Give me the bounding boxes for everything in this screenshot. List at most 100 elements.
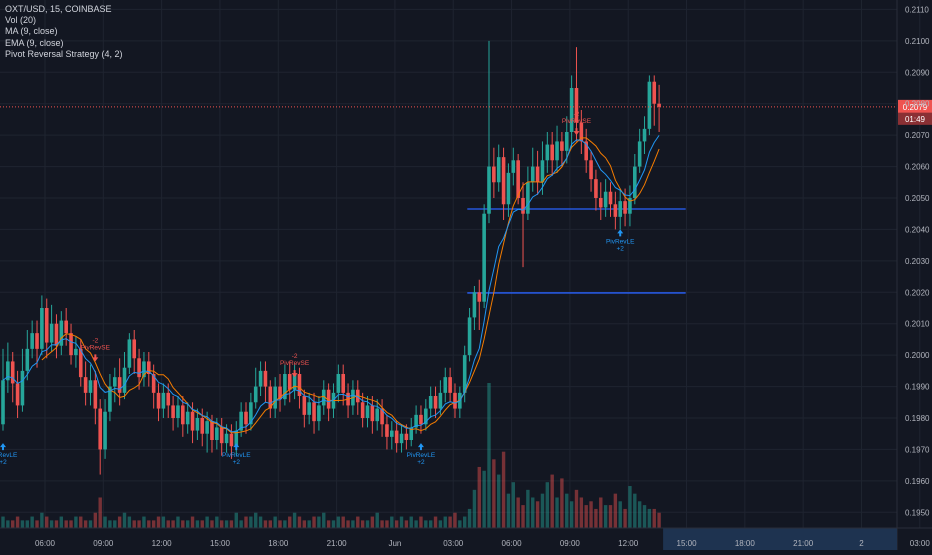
candle-body [215,427,219,440]
volume-bar [633,493,637,528]
time-tick-label: 09:00 [560,539,581,548]
candle-body [15,383,20,406]
signal-qty: -2 [574,111,580,118]
time-tick-label: Jun [388,539,401,548]
price-tick-label: 0.2080 [905,100,930,109]
volume-bar [463,516,467,528]
candle-body [249,402,253,425]
volume-bar [64,520,68,528]
volume-bar [283,520,287,528]
candle-body [108,386,112,412]
price-tick-label: 0.2070 [905,131,930,140]
volume-bar [365,520,370,528]
candle-body [380,408,384,425]
grid-lines [0,0,921,528]
signal-arrow-down [291,370,298,378]
volume-bar [341,516,345,528]
price-axis[interactable]: 0.2110 0.2100 0.2090 0.2080 0.2070 0.2060 0.20… [896,0,930,550]
time-tick-label: 06:00 [35,539,56,548]
signal-qty: -2 [292,353,298,360]
candle-body [428,396,433,409]
candle-body [482,213,486,302]
candle-body [579,122,584,142]
volume-bar [137,520,141,528]
candle-body [633,166,637,198]
signal-label: PivRevSE [81,344,111,351]
volume-bar [142,516,146,528]
volume-bar [458,520,462,528]
candle-body [462,355,467,393]
volume-bar [414,520,418,528]
candle-body [433,396,438,409]
volume-bar [579,497,584,528]
candle-body [540,160,545,183]
legend-ema[interactable]: EMA (9, close) [5,37,64,48]
candle-body [472,292,477,318]
candle-body [258,370,263,387]
candle-body [142,361,146,378]
volume-bar [234,512,238,528]
candle-body [151,374,156,393]
candle-body [205,421,209,434]
legend-symbol[interactable]: OXT/USD, 15, COINBASE [5,4,112,14]
candle-body [35,333,39,349]
volume-bar [574,489,579,528]
candle-body [224,433,229,444]
volume-bar [307,520,311,528]
candle-body [20,370,25,406]
legend-strategy[interactable]: Pivot Reversal Strategy (4, 2) [5,48,123,59]
volume-bar [254,512,258,528]
volume-bar [380,520,384,528]
volume-bar [424,520,428,528]
candle-body [404,433,409,440]
candle-body [419,414,423,425]
volume-bar [521,505,525,528]
candle-body [190,411,195,431]
candle-body [613,204,618,217]
candle-body [564,132,569,151]
candle-body [652,81,657,104]
volume-bar [30,516,34,528]
legend-ma[interactable]: MA (9, close) [5,26,58,37]
volume-bar [555,497,559,528]
time-tick-label: 18:00 [268,539,289,548]
volume-bar [263,520,268,528]
volume-bar [185,520,190,528]
candle-body [44,308,49,343]
candle-body [530,166,535,183]
volume-bar [467,508,472,528]
volume-bar [628,486,632,528]
candle-body [103,411,107,450]
time-tick-label: 03:00 [910,539,931,548]
volume-bar [288,516,292,528]
candle-body [312,402,316,422]
candle-body [438,392,443,409]
signal-label: PivRevLE [222,452,251,459]
volume-bar [40,512,44,528]
candle-body [74,348,78,356]
candle-body [370,405,375,422]
volume-bar [487,383,491,528]
candle-body [78,348,83,378]
candle-body [229,433,234,447]
price-tick-label: 0.1950 [905,508,930,517]
volume-bar [45,516,49,528]
candle-body [200,418,205,434]
candle-body [219,427,224,444]
volume-bar [166,520,170,528]
time-axis[interactable]: 06:00 09:00 12:00 15:00 18:00 21:00 Jun 03:00 06… [0,527,932,550]
legend-volume[interactable]: Vol (20) [5,15,37,26]
candle-body [161,392,166,409]
volume-bar [25,520,29,528]
volume-bar [317,516,321,528]
candle-body [112,377,117,387]
volume-bar [360,520,365,528]
candle-body [185,411,190,425]
price-tick-label: 0.2040 [905,225,930,234]
volume-bar [438,520,443,528]
drawn-lines[interactable] [467,208,686,294]
volume-bar [506,493,511,528]
volume-bar [404,520,409,528]
